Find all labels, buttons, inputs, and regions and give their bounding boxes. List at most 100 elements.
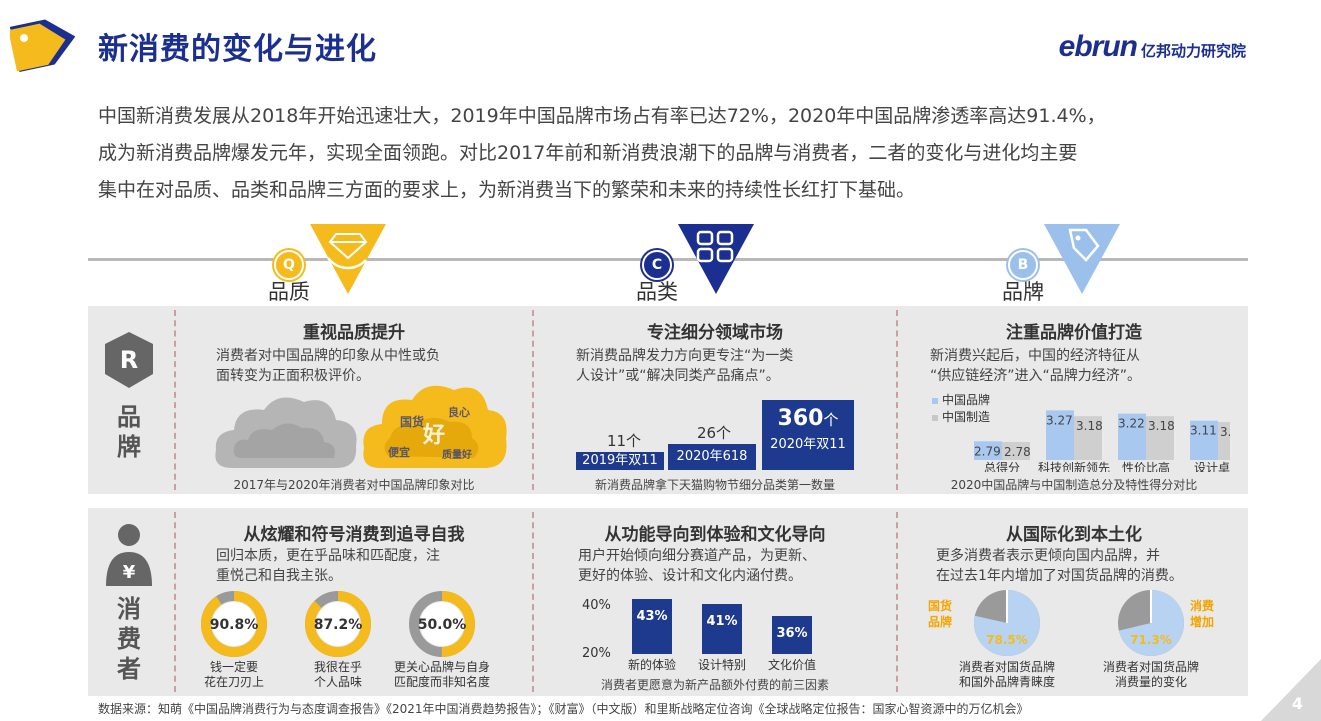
- consumer-local-panel: 从国际化到本土化 更多消费者表示更倾向国内品牌，并 在过去1年内增加了对国货品牌…: [900, 508, 1248, 696]
- bar-value: 43%: [636, 608, 668, 624]
- donut-label: 钱一定要 花在刀刃上: [174, 660, 294, 690]
- svg-text:便宜: 便宜: [388, 445, 410, 459]
- experience-bar: 43%: [632, 598, 672, 654]
- quality-panel: 重视品质提升 消费者对中国品牌的印象从中性或负 面转变为正面积极评价。 好 国货…: [178, 306, 530, 494]
- separator: [174, 512, 176, 692]
- svg-text:好: 好: [422, 422, 445, 448]
- bar-china-made: [1074, 416, 1102, 460]
- row-consumer: ¥ 消费者 从炫耀和符号消费到追寻自我 回归本质，更在乎品味和匹配度，注 重悦己…: [88, 508, 1248, 696]
- separator: [896, 310, 898, 490]
- tag-logo-icon: [10, 19, 76, 72]
- category-label-category: 品类: [636, 280, 678, 304]
- quality-badge: Q: [274, 250, 304, 280]
- experience-bar-label: 新的体验: [627, 658, 676, 672]
- pie-tag: 消费 增加: [1190, 598, 1214, 630]
- desc-line: 新消费品牌发力方向更专注“为一类: [576, 348, 794, 364]
- svg-text:国货: 国货: [400, 414, 424, 429]
- bar-data-label: 3.18: [1148, 419, 1175, 433]
- pie-tag-line: 增加: [1190, 615, 1215, 629]
- donut-fill: [305, 591, 371, 657]
- consumer-experience-panel: 从功能导向到体验和文化导向 用户开始倾向细分赛道产品，为更新、 更好的体验、设计…: [536, 508, 894, 696]
- separator: [174, 310, 176, 490]
- bar-china-brand: [974, 441, 1002, 460]
- desc-line: 在过去1年内增加了对国货品牌的消费。: [936, 568, 1183, 584]
- pie-tag-line: 国货: [928, 599, 953, 613]
- bar-value: 41%: [706, 613, 738, 629]
- bar-data-label: 3.09: [1220, 425, 1230, 439]
- legend-item: 中国品牌: [932, 392, 990, 409]
- desc-line: 重悦己和自我主张。: [216, 568, 342, 584]
- bar-value-number: 360: [777, 406, 824, 431]
- donut-label: 我很在乎 个人品味: [278, 660, 398, 690]
- svg-text:¥: ¥: [123, 562, 136, 583]
- svg-text:良心: 良心: [448, 405, 470, 419]
- donut-hole: [212, 602, 256, 646]
- local-pie-label: 消费者对国货品牌 消费量的变化: [1086, 660, 1216, 690]
- y-tick-label: 40%: [582, 598, 611, 613]
- donut-chart: 90.8%: [201, 591, 267, 657]
- donut-hole: [420, 602, 464, 646]
- pie-tag: 国货 品牌: [928, 598, 952, 630]
- gem-hand-icon: [310, 224, 386, 294]
- x-tick-label: 科技创新领先: [1038, 460, 1110, 472]
- brand-panel-title: 注重品牌价值打造: [1006, 323, 1142, 343]
- desc-line: 用户开始倾向细分赛道产品，为更新、: [578, 548, 816, 564]
- grid-icon: [678, 224, 754, 294]
- pie-label-line: 消费者对国货品牌: [958, 660, 1055, 674]
- pie-label-line: 消费者对国货品牌: [1102, 660, 1199, 674]
- intro-line: 中国新消费发展从2018年开始迅速壮大，2019年中国品牌市场占有率已达72%，…: [98, 105, 1106, 127]
- separator: [532, 310, 534, 490]
- donut-label-line: 个人品味: [313, 675, 362, 689]
- intro-line: 集中在对品质、品类和品牌三方面的要求上，为新消费当下的繁荣和未来的持续性长红打下…: [98, 179, 916, 201]
- pie-value: 71.3%: [1130, 633, 1172, 647]
- brand-panel-caption: 2020中国品牌与中国制造总分及特性得分对比: [950, 478, 1198, 492]
- category-badge: C: [642, 250, 672, 280]
- tag-icon: [1044, 224, 1120, 294]
- bar-data-label: 3.27: [1046, 413, 1073, 427]
- category-badge-letter: C: [651, 257, 663, 273]
- bar-2020-double11: 360个 2020年双11: [762, 400, 854, 470]
- consumer-self-panel: 从炫耀和符号消费到追寻自我 回归本质，更在乎品味和匹配度，注 重悦己和自我主张。…: [178, 508, 530, 696]
- category-label-brand: 品牌: [1002, 280, 1044, 304]
- category-panel-caption: 新消费品牌拿下天猫购物节细分品类第一数量: [594, 478, 835, 492]
- grey-word-cloud: [215, 397, 357, 468]
- x-tick-label: 设计卓越: [1194, 461, 1230, 472]
- donut-chart: 87.2%: [305, 591, 371, 657]
- donut-value: 87.2%: [314, 617, 363, 633]
- consumer2-desc: 用户开始倾向细分赛道产品，为更新、 更好的体验、设计和文化内涵付费。: [578, 546, 816, 586]
- row-brand-label: 品牌: [117, 403, 141, 461]
- r-hexagon-icon: R: [105, 332, 153, 388]
- donut-label-line: 匹配度而非知名度: [393, 675, 490, 689]
- x-tick-label: 总得分: [984, 460, 1020, 472]
- desc-line: “供应链经济”进入“品牌力经济”。: [930, 368, 1142, 384]
- consumer3-desc: 更多消费者表示更倾向国内品牌，并 在过去1年内增加了对国货品牌的消费。: [936, 546, 1183, 586]
- legend-swatch-blue: [932, 398, 938, 404]
- intro-paragraph: 中国新消费发展从2018年开始迅速壮大，2019年中国品牌市场占有率已达72%，…: [98, 98, 1258, 209]
- brand-name-en: ebrun: [1058, 30, 1138, 63]
- bar-label: 2020年双11: [770, 437, 846, 452]
- y-tick-label: 20%: [582, 646, 611, 661]
- donut-hole: [316, 602, 360, 646]
- local-pie-chart: 71.3%: [1118, 590, 1185, 656]
- quality-panel-caption: 2017年与2020年消费者对中国品牌印象对比: [233, 478, 475, 492]
- legend-label: 中国品牌: [942, 393, 991, 407]
- row-brand: R 品牌 重视品质提升 消费者对中国品牌的印象从中性或负 面转变为正面积极评价。…: [88, 306, 1248, 494]
- donut-label: 更关心品牌与自身 匹配度而非知名度: [382, 660, 502, 690]
- donut-label-line: 钱一定要: [209, 660, 258, 674]
- desc-line: 面转变为正面积极评价。: [216, 368, 370, 384]
- experience-bar-label: 设计特别: [697, 658, 746, 672]
- category-panel-title: 专注细分领域市场: [647, 323, 783, 343]
- bar-data-label: 2.78: [1004, 445, 1031, 459]
- consumer2-title: 从功能导向到体验和文化导向: [604, 525, 826, 545]
- bar-2019-double11: 2019年双11: [576, 452, 664, 470]
- quality-panel-desc: 消费者对中国品牌的印象从中性或负 面转变为正面积极评价。: [216, 346, 440, 386]
- pie-tag-line: 消费: [1190, 599, 1215, 613]
- bar-china-brand: [1046, 410, 1074, 460]
- bar-data-label: 2.79: [974, 444, 1001, 458]
- brand-panel-desc: 新消费兴起后，中国的经济特征从 “供应链经济”进入“品牌力经济”。: [930, 346, 1141, 386]
- local-pie-chart: 78.5%: [973, 590, 1040, 656]
- page-title: 新消费的变化与进化: [98, 32, 377, 67]
- brand-logo: ebrun 亿邦动力研究院: [1059, 30, 1246, 64]
- bar-china-brand: [1190, 420, 1218, 460]
- desc-line: 回归本质，更在乎品味和匹配度，注: [216, 548, 440, 564]
